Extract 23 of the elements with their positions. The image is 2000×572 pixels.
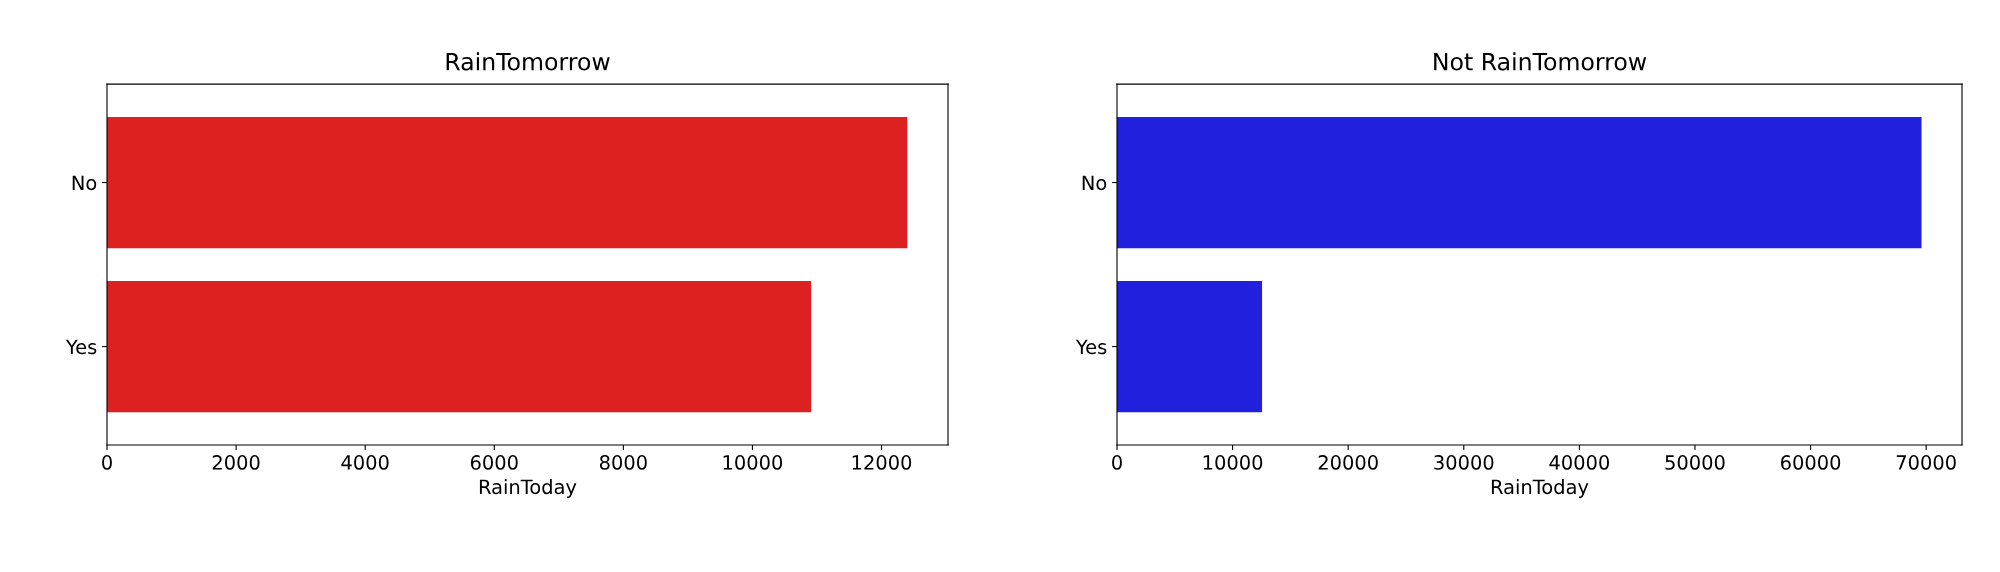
x-tick-label: 40000 bbox=[1549, 455, 1610, 470]
x-tick-label: 4000 bbox=[341, 455, 389, 470]
y-tick-label: No bbox=[1082, 175, 1107, 191]
y-tick-label: Yes bbox=[1075, 339, 1107, 355]
x-tick-label: 10000 bbox=[723, 455, 783, 470]
x-tick-label: 70000 bbox=[1896, 455, 1956, 470]
x-tick-label: 12000 bbox=[852, 455, 912, 470]
y-tick-label: No bbox=[72, 175, 97, 191]
x-tick-label: 20000 bbox=[1318, 455, 1378, 470]
x-tick-label: 2000 bbox=[212, 455, 260, 470]
y-tick-label: Yes bbox=[65, 339, 97, 355]
x-tick-label: 10000 bbox=[1203, 455, 1263, 470]
x-tick-label: 30000 bbox=[1434, 455, 1494, 470]
x-tick-label: 0 bbox=[102, 455, 112, 470]
x-axis-title: RainToday bbox=[1491, 479, 1589, 498]
x-tick-label: 8000 bbox=[599, 455, 647, 470]
x-tick-label: 6000 bbox=[470, 455, 518, 470]
chart-title: Not RainTomorrow bbox=[1434, 52, 1647, 71]
x-tick-label: 0 bbox=[1112, 455, 1122, 470]
chart-title: RainTomorrow bbox=[446, 52, 610, 71]
x-axis-title: RainToday bbox=[479, 479, 577, 498]
x-tick-label: 60000 bbox=[1781, 455, 1841, 470]
x-tick-label: 50000 bbox=[1665, 455, 1725, 470]
